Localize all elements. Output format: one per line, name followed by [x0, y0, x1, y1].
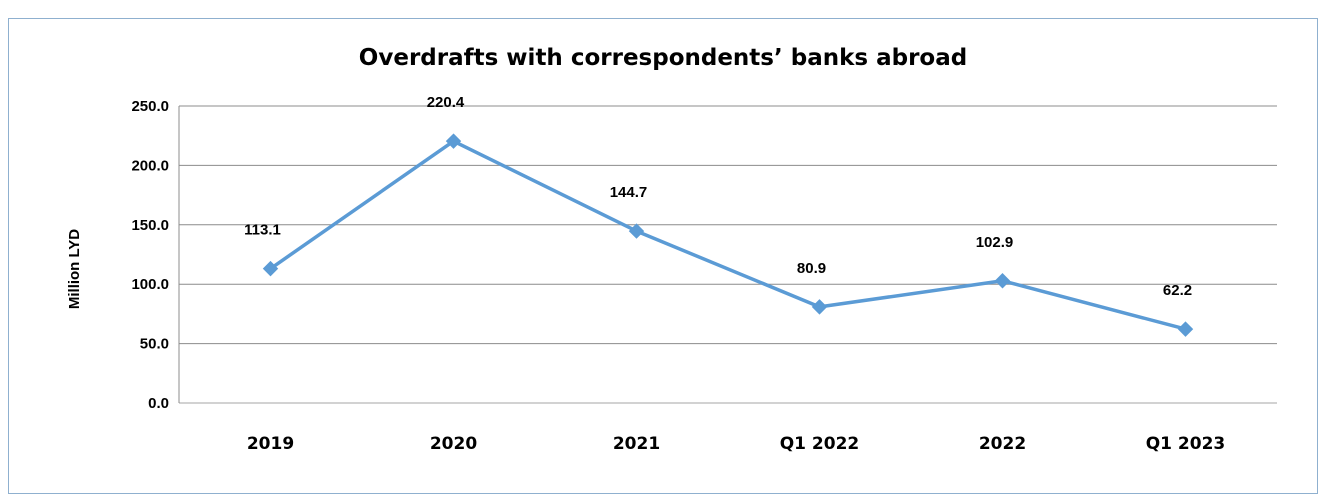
series-line	[262, 133, 1194, 337]
data-point	[628, 223, 645, 239]
data-label: 113.1	[244, 222, 281, 239]
line-chart: Overdrafts with correspondents’ banks ab…	[66, 45, 1277, 454]
x-tick-label: Q1 2023	[1146, 434, 1226, 454]
data-label: 102.9	[976, 234, 1014, 251]
data-labels: 113.1 220.4 144.7 80.9 102.9 62.2	[244, 94, 1192, 299]
y-tick-label: 250.0	[131, 98, 169, 115]
data-label: 220.4	[427, 94, 465, 111]
x-tick-label: 2020	[430, 434, 477, 454]
y-axis-ticks: 0.0 50.0 100.0 150.0 200.0 250.0	[131, 98, 169, 412]
data-point	[1177, 321, 1194, 337]
y-tick-label: 150.0	[131, 217, 169, 234]
x-axis-ticks: 2019 2020 2021 Q1 2022 2022 Q1 2023	[247, 434, 1225, 454]
y-tick-label: 50.0	[140, 336, 169, 353]
y-axis-label: Million LYD	[66, 229, 83, 309]
chart-frame: Overdrafts with correspondents’ banks ab…	[8, 18, 1318, 494]
x-tick-label: 2019	[247, 434, 294, 454]
chart-title: Overdrafts with correspondents’ banks ab…	[359, 45, 967, 71]
x-tick-label: 2022	[979, 434, 1026, 454]
data-label: 80.9	[797, 260, 826, 277]
x-tick-label: Q1 2022	[780, 434, 860, 454]
data-point	[445, 133, 462, 149]
y-tick-label: 100.0	[131, 276, 169, 293]
series-path	[269, 139, 1186, 331]
data-point	[994, 273, 1011, 289]
y-tick-label: 200.0	[131, 157, 169, 174]
data-label: 62.2	[1163, 282, 1192, 299]
data-point	[262, 260, 279, 277]
y-tick-label: 0.0	[148, 395, 169, 412]
x-tick-label: 2021	[613, 434, 660, 454]
gridlines	[178, 105, 1277, 404]
data-label: 144.7	[610, 184, 648, 201]
data-point	[811, 299, 828, 315]
